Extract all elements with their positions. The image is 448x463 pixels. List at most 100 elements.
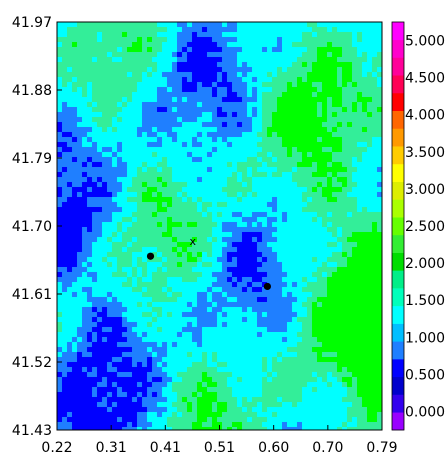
field-cell (127, 112, 133, 118)
field-cell (57, 57, 63, 63)
field-cell (92, 382, 98, 388)
field-cell (242, 137, 248, 143)
field-cell (117, 92, 123, 98)
field-cell (267, 277, 273, 283)
field-cell (227, 377, 233, 383)
field-cell (187, 217, 193, 223)
field-cell (347, 267, 353, 273)
field-cell (317, 82, 323, 88)
field-cell (277, 237, 283, 243)
field-cell (232, 157, 238, 163)
field-cell (107, 182, 113, 188)
field-cell (112, 157, 118, 163)
field-cell (342, 362, 348, 368)
field-cell (202, 162, 208, 168)
field-cell (277, 42, 283, 48)
field-cell (347, 217, 353, 223)
field-cell (372, 392, 378, 398)
field-cell (362, 237, 368, 243)
field-cell (292, 132, 298, 138)
field-cell (357, 247, 363, 253)
field-cell (187, 387, 193, 393)
field-cell (227, 252, 233, 258)
field-cell (172, 217, 178, 223)
field-cell (102, 397, 108, 403)
field-cell (107, 27, 113, 33)
field-cell (57, 312, 63, 318)
field-cell (132, 317, 138, 323)
field-cell (322, 377, 328, 383)
field-cell (157, 237, 163, 243)
field-cell (297, 117, 303, 123)
field-cell (232, 392, 238, 398)
field-cell (307, 127, 313, 133)
field-cell (347, 112, 353, 118)
field-cell (312, 177, 318, 183)
field-cell (122, 252, 128, 258)
field-cell (87, 82, 93, 88)
field-cell (277, 322, 283, 328)
field-cell (102, 152, 108, 158)
field-cell (227, 77, 233, 83)
field-cell (117, 317, 123, 323)
field-cell (157, 392, 163, 398)
field-cell (207, 152, 213, 158)
field-cell (172, 132, 178, 138)
field-cell (212, 342, 218, 348)
field-cell (272, 197, 278, 203)
field-cell (62, 107, 68, 113)
field-cell (317, 342, 323, 348)
field-cell (267, 287, 273, 293)
field-cell (247, 77, 253, 83)
field-cell (142, 177, 148, 183)
field-cell (362, 317, 368, 323)
field-cell (57, 102, 63, 108)
field-cell (177, 87, 183, 93)
field-cell (107, 82, 113, 88)
field-cell (372, 372, 378, 378)
field-cell (337, 162, 343, 168)
field-cell (282, 32, 288, 38)
field-cell (67, 72, 73, 78)
field-cell (272, 327, 278, 333)
field-cell (107, 272, 113, 278)
field-cell (132, 27, 138, 33)
field-cell (157, 382, 163, 388)
field-cell (97, 27, 103, 33)
field-cell (212, 72, 218, 78)
field-cell (187, 57, 193, 63)
field-cell (57, 212, 63, 218)
field-cell (312, 367, 318, 373)
field-cell (57, 132, 63, 138)
field-cell (322, 342, 328, 348)
field-cell (197, 267, 203, 273)
field-cell (352, 72, 358, 78)
field-cell (347, 197, 353, 203)
field-cell (92, 347, 98, 353)
field-cell (262, 317, 268, 323)
field-cell (257, 82, 263, 88)
field-cell (157, 292, 163, 298)
field-cell (157, 262, 163, 268)
field-cell (322, 332, 328, 338)
field-cell (347, 342, 353, 348)
field-cell (57, 47, 63, 53)
field-cell (297, 112, 303, 118)
field-cell (247, 42, 253, 48)
field-cell (102, 177, 108, 183)
field-cell (337, 357, 343, 363)
field-cell (367, 192, 373, 198)
field-cell (252, 217, 258, 223)
field-cell (92, 92, 98, 98)
field-cell (162, 152, 168, 158)
field-cell (77, 62, 83, 68)
field-cell (157, 72, 163, 78)
field-cell (287, 197, 293, 203)
field-cell (72, 207, 78, 213)
field-cell (337, 42, 343, 48)
field-cell (222, 112, 228, 118)
field-cell (132, 152, 138, 158)
field-cell (97, 272, 103, 278)
field-cell (72, 312, 78, 318)
field-cell (307, 207, 313, 213)
